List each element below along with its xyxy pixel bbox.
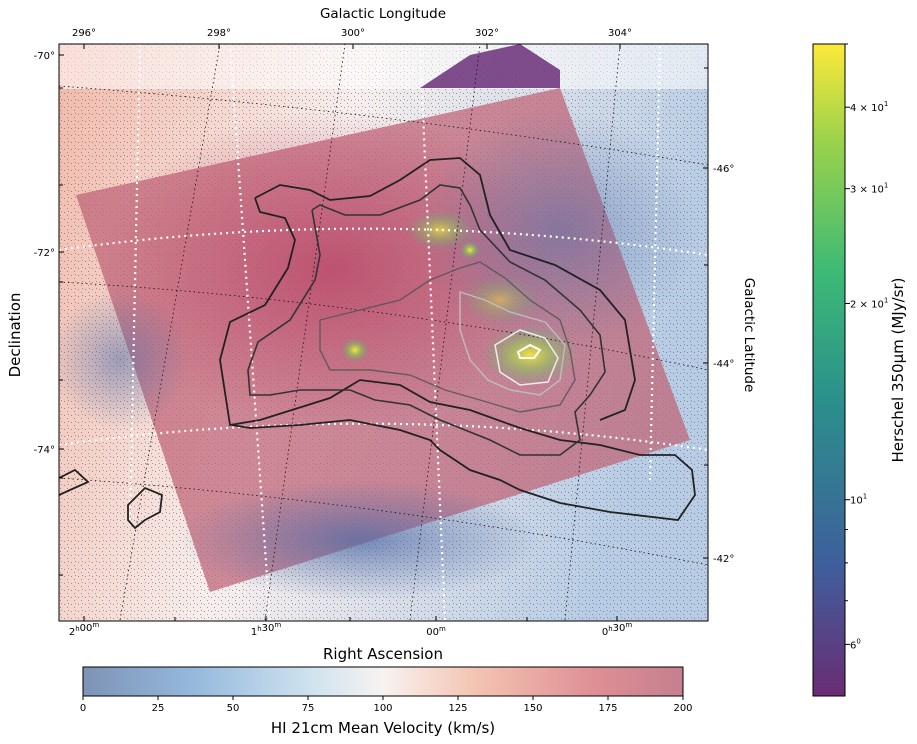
contour-inner	[319, 261, 576, 413]
herschel-colorbar-label: Herschel 350μm (MJy/sr)	[889, 278, 907, 463]
ra-dec-grid	[59, 44, 708, 621]
bottom-tick-label: 2h00m	[69, 621, 100, 638]
right-tick-label: -44°	[713, 359, 734, 370]
bottom-tick-label: 0h30m	[602, 621, 633, 638]
herschel-colorbar-ticks: 60 101 2 × 101 3 × 101 4 × 101	[845, 43, 888, 651]
contour-mid	[247, 184, 606, 456]
right-axis-label: Galactic Latitude	[741, 278, 757, 393]
velocity-colorbar-fill	[83, 667, 683, 696]
top-tick-label: 298°	[207, 28, 231, 39]
left-tick-label: -70°	[34, 51, 55, 62]
velocity-colorbar-tick-label: 75	[302, 703, 315, 714]
top-tick-label: 296°	[72, 28, 96, 39]
purple-corner-patch	[420, 44, 560, 88]
bottom-tick-label: 1h30m	[251, 621, 282, 638]
hi-contours	[59, 157, 696, 530]
top-tick-label: 304°	[608, 28, 632, 39]
velocity-colorbar-tick-label: 125	[448, 703, 467, 714]
herschel-emission	[341, 210, 578, 385]
left-tick-marks	[59, 54, 64, 576]
velocity-colorbar: 0 25 50 75 100 125 150 175 200 HI 21cm Mean Velo…	[80, 666, 693, 737]
map-panel	[59, 44, 708, 621]
hi-velocity-tile	[59, 88, 700, 600]
right-tick-label: -42°	[713, 554, 734, 565]
velocity-colorbar-tick-label: 100	[373, 703, 392, 714]
contour-island-left	[127, 486, 163, 530]
velocity-colorbar-tick-label: 200	[673, 703, 692, 714]
contour-outer	[219, 157, 696, 521]
contour-island-edge	[59, 468, 90, 496]
velocity-colorbar-tick-label: 25	[152, 703, 165, 714]
plot-frame	[58, 43, 709, 622]
herschel-colorbar-tick-label: 101	[850, 493, 867, 507]
galactic-grid	[59, 44, 708, 621]
velocity-colorbar-tick-label: 150	[523, 703, 542, 714]
bottom-tick-label: 00m	[426, 625, 446, 638]
contour-top	[516, 343, 542, 359]
velocity-colorbar-label: HI 21cm Mean Velocity (km/s)	[271, 719, 495, 737]
herschel-colorbar-tick-label: 3 × 101	[850, 182, 888, 196]
herschel-colorbar-tick-label: 60	[850, 637, 861, 651]
herschel-colorbar-frame	[812, 43, 846, 697]
velocity-colorbar-tick-label: 175	[598, 703, 617, 714]
top-tick-marks	[83, 44, 621, 49]
top-axis-label: Galactic Longitude	[320, 6, 446, 22]
herschel-colorbar-tick-label: 4 × 101	[850, 100, 888, 114]
left-tick-label: -72°	[34, 248, 55, 259]
herschel-colorbar: 60 101 2 × 101 3 × 101 4 × 101 Herschel 350μ…	[812, 43, 907, 697]
contour-peak	[494, 329, 559, 386]
contour-core	[459, 291, 566, 396]
bottom-tick-labels: 2h00m 1h30m 00m 0h30m	[69, 621, 633, 638]
right-tick-labels: -46° -44° -42°	[713, 164, 734, 565]
left-axis-label: Declination	[6, 293, 24, 378]
velocity-colorbar-ticks: 0 25 50 75 100 125 150 175 200	[80, 696, 693, 714]
velocity-colorbar-tick-label: 0	[80, 703, 86, 714]
blank-top-strip	[59, 44, 708, 89]
top-tick-labels: 296° 298° 300° 302° 304°	[72, 28, 632, 39]
top-tick-label: 302°	[475, 28, 499, 39]
top-tick-label: 300°	[341, 28, 365, 39]
left-tick-label: -74°	[34, 445, 55, 456]
herschel-colorbar-tick-label: 2 × 101	[850, 296, 888, 310]
right-tick-label: -46°	[713, 164, 734, 175]
bottom-tick-marks	[83, 616, 618, 621]
bottom-axis-label: Right Ascension	[323, 645, 443, 663]
velocity-colorbar-tick-label: 50	[227, 703, 240, 714]
right-tick-marks	[703, 67, 708, 559]
left-tick-labels: -70° -72° -74°	[34, 51, 55, 456]
herschel-colorbar-fill	[813, 44, 845, 696]
